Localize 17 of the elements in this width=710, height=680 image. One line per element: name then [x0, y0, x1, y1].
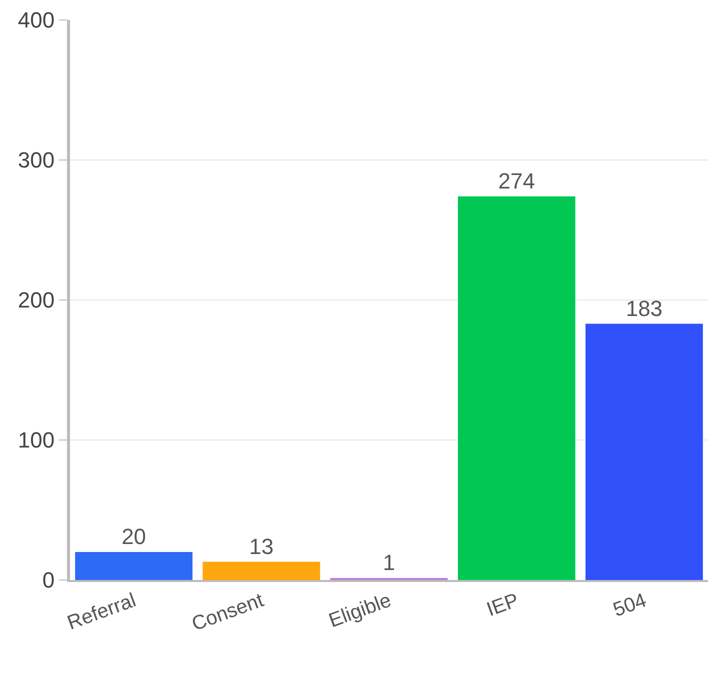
data-label: 1 — [382, 550, 396, 575]
bar — [586, 324, 703, 580]
x-tick-label: Eligible — [326, 589, 394, 632]
x-tick-label: 504 — [610, 589, 650, 622]
data-label: 274 — [498, 168, 535, 194]
data-label: 20 — [122, 524, 146, 549]
y-tick-label: 0 — [42, 568, 55, 593]
data-label: 13 — [249, 534, 274, 559]
y-tick-label: 200 — [18, 288, 55, 313]
data-label: 183 — [626, 296, 663, 321]
bar — [75, 552, 192, 580]
bar — [458, 196, 576, 580]
x-tick-label: IEP — [484, 589, 522, 622]
bar — [202, 562, 320, 580]
y-tick-label: 400 — [18, 8, 55, 33]
y-tick-label: 300 — [18, 148, 55, 173]
y-tick-label: 100 — [18, 428, 55, 453]
